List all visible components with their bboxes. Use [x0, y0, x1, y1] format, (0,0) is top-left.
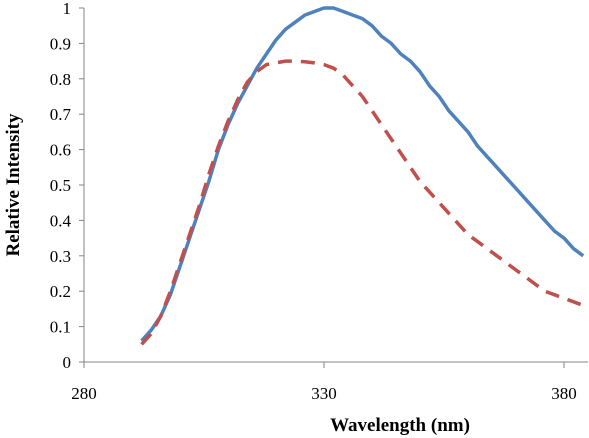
y-tick-label: 0.5: [50, 176, 71, 195]
y-tick-label: 0.7: [50, 105, 72, 124]
x-tick-label: 330: [311, 384, 337, 403]
series-line-solid: [140, 6, 585, 342]
y-tick-label: 0.8: [50, 70, 71, 89]
x-ticks: 280 330 380: [71, 362, 577, 403]
x-tick-label: 280: [71, 384, 97, 403]
y-tick-label: 0: [63, 353, 72, 372]
y-tick-label: 0.9: [50, 34, 71, 53]
series-layer: [140, 6, 585, 346]
x-axis-title: Wavelength (nm): [330, 415, 470, 436]
x-tick-label: 380: [551, 384, 577, 403]
y-tick-label: 0.3: [50, 247, 71, 266]
y-tick-label: 0.1: [50, 318, 71, 337]
y-axis-title: Relative Intensity: [3, 113, 24, 257]
series-line-dashed: [140, 59, 584, 346]
y-tick-label: 0.6: [50, 141, 71, 160]
y-tick-label: 0.4: [50, 211, 72, 230]
y-ticks: 0 0.1 0.2 0.3 0.4 0.5 0.6 0.7 0.8 0.9 1: [50, 0, 84, 372]
y-tick-label: 1: [63, 0, 72, 18]
y-tick-label: 0.2: [50, 282, 71, 301]
